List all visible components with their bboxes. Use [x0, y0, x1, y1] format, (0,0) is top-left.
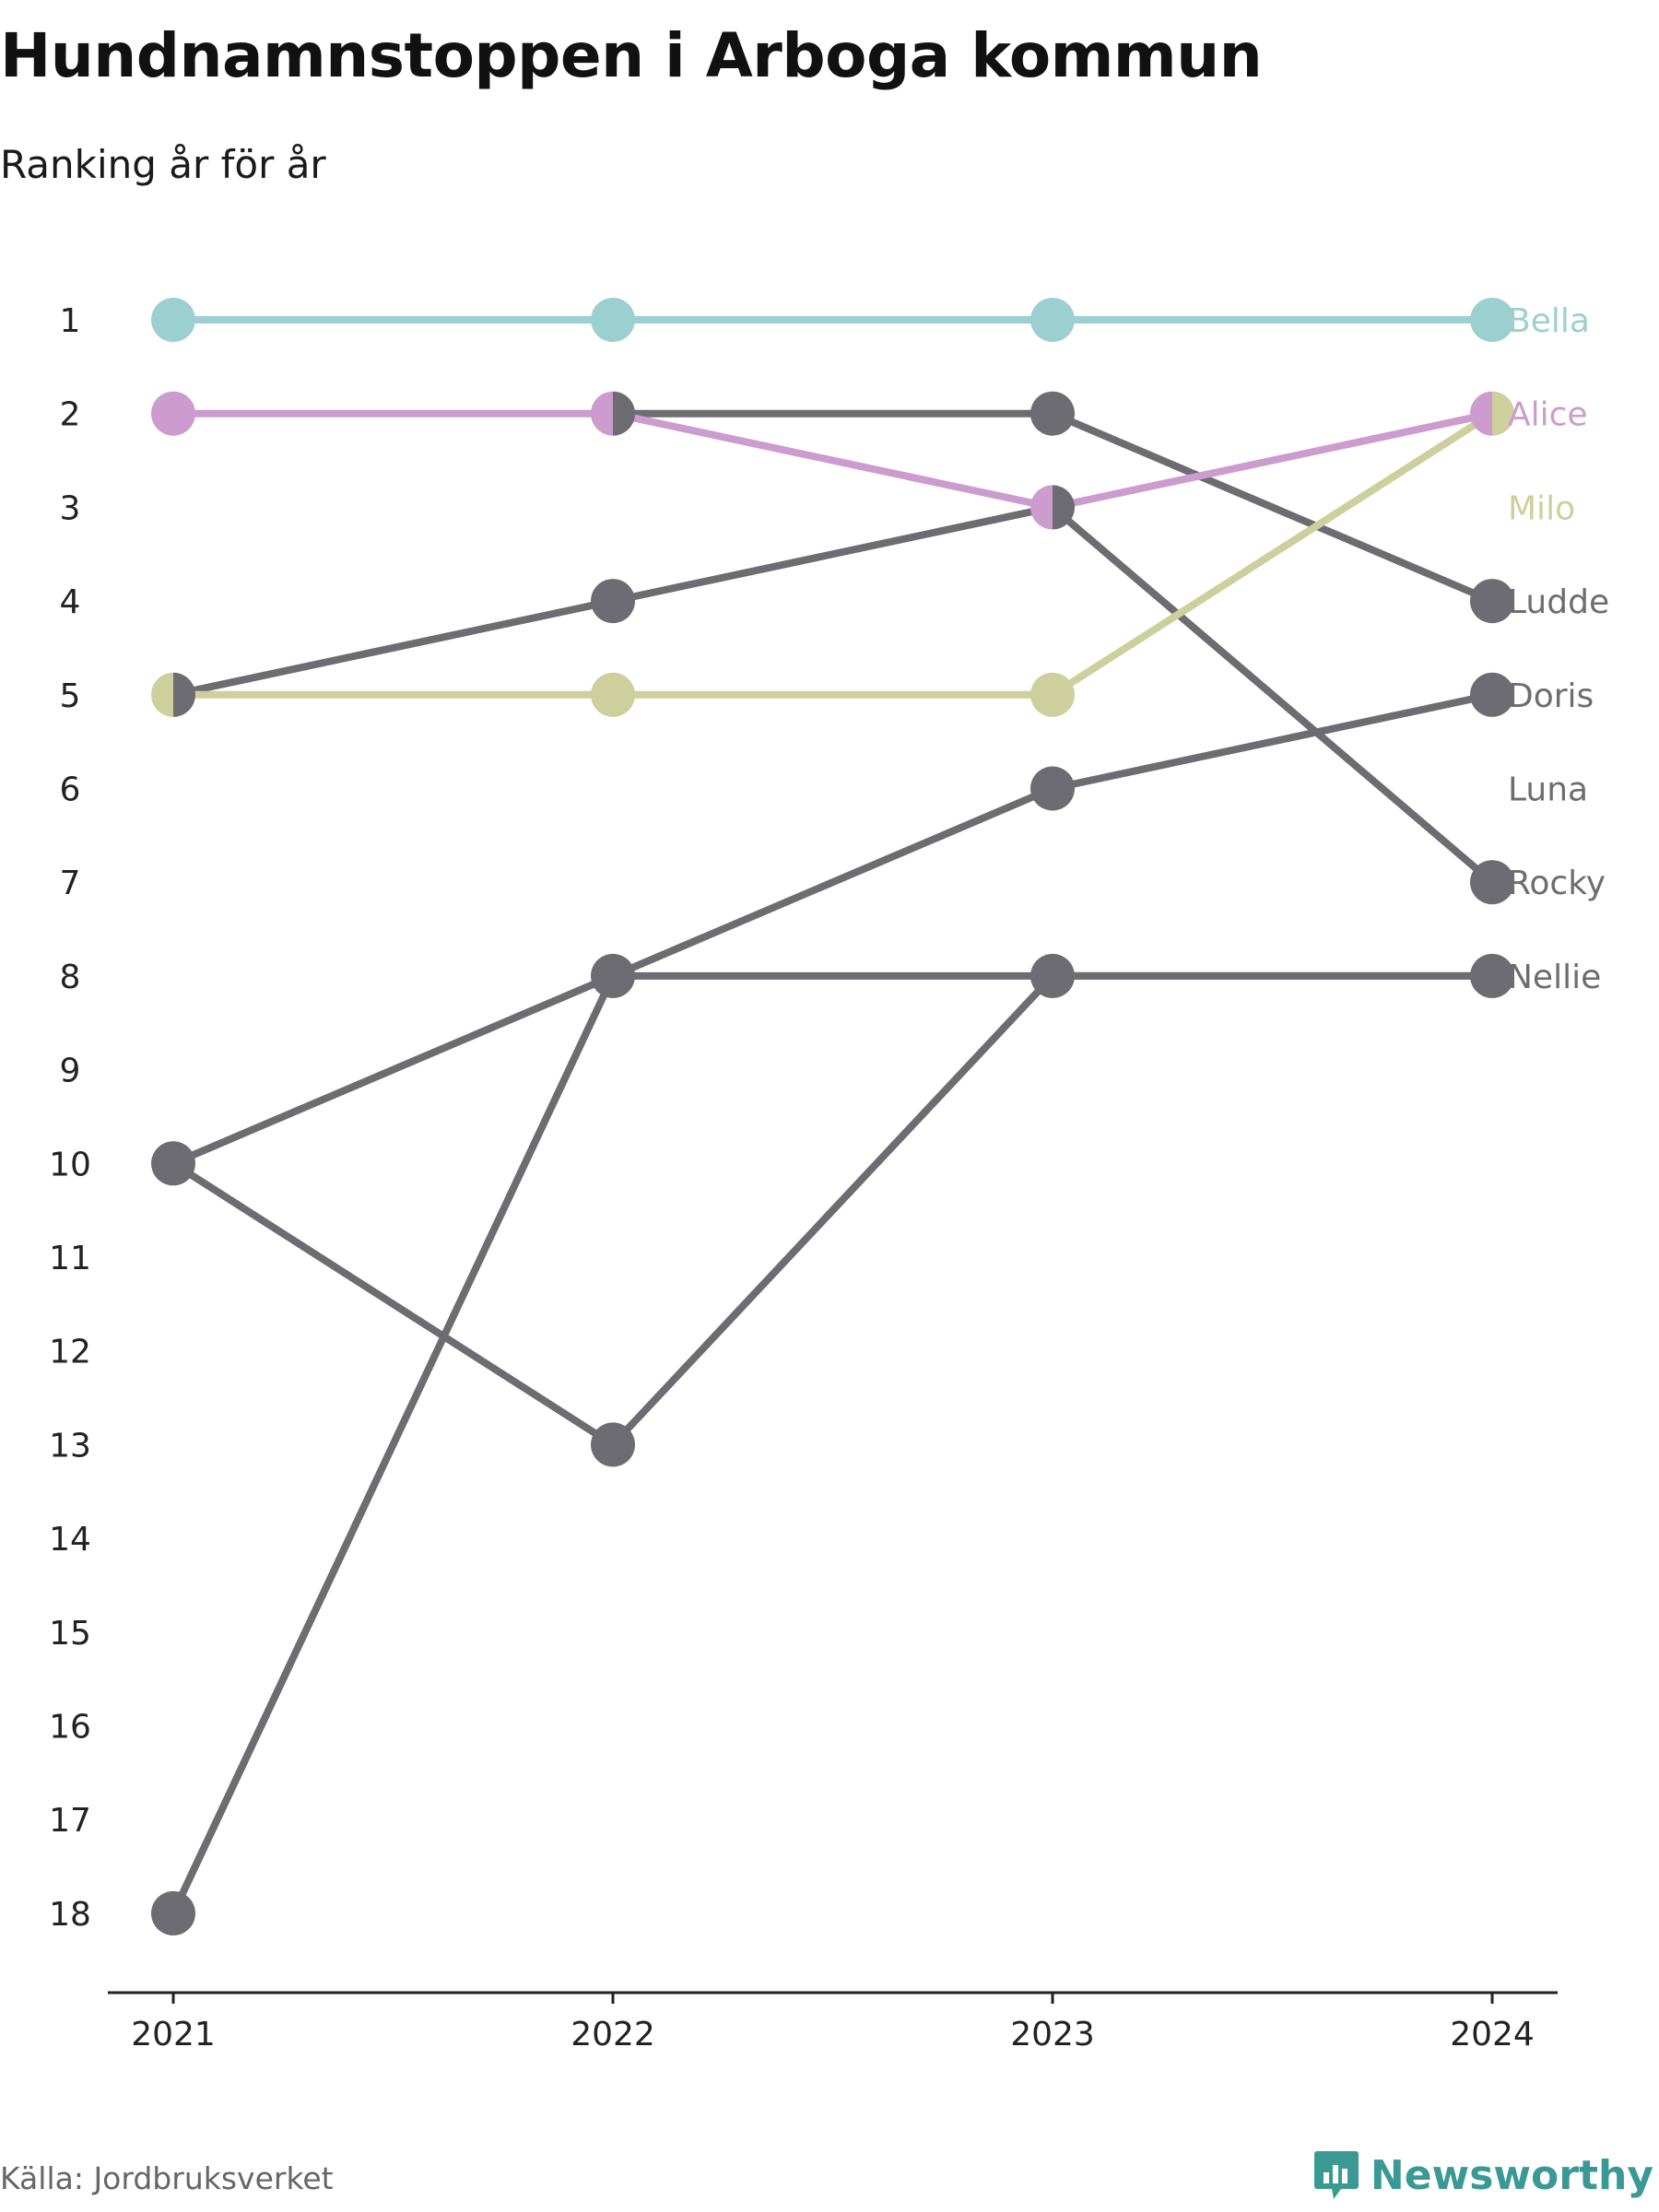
data-point-luna	[1030, 953, 1053, 998]
data-point-milo	[1492, 391, 1514, 436]
y-tick-label: 9	[60, 1053, 81, 1090]
end-label-alice: Alice	[1508, 396, 1588, 434]
series-points	[151, 298, 1514, 1936]
data-point-nellie	[151, 1890, 195, 1936]
y-tick-label: 6	[60, 771, 81, 809]
y-tick-label: 8	[60, 959, 81, 996]
x-tick-label: 2021	[131, 2016, 216, 2053]
data-point-alice	[1030, 485, 1053, 530]
end-label-bella: Bella	[1508, 302, 1590, 340]
y-tick-label: 3	[60, 489, 81, 527]
y-tick-label: 10	[49, 1146, 91, 1183]
data-point-ludde	[1470, 579, 1514, 624]
data-point-luna	[591, 1422, 635, 1467]
x-tick-label: 2022	[571, 2016, 655, 2053]
y-tick-label: 18	[49, 1896, 91, 1934]
x-tick-label: 2024	[1450, 2016, 1535, 2053]
y-tick-label: 4	[60, 583, 81, 621]
series-end-labels: Bella Alice Milo Ludde Doris Luna Rocky Nellie	[1508, 302, 1609, 996]
x-tick-label: 2023	[1010, 2016, 1095, 2053]
data-point-bella	[151, 298, 195, 342]
data-point-bella	[591, 298, 635, 342]
y-tick-label: 1	[60, 302, 81, 340]
data-point-alice	[151, 391, 195, 436]
data-point-doris	[1470, 672, 1514, 717]
data-point-rocky	[1470, 860, 1514, 905]
y-tick-label: 13	[49, 1427, 91, 1465]
data-point-nellie	[613, 953, 635, 998]
end-label-ludde: Ludde	[1508, 583, 1609, 621]
data-point-rocky	[173, 672, 196, 717]
data-point-doris	[1030, 766, 1075, 811]
series-line-doris	[170, 690, 1496, 1168]
series-line-milo	[170, 409, 1496, 699]
bar-chart-speech-bubble-icon	[1313, 2151, 1359, 2199]
end-label-milo: Milo	[1508, 489, 1575, 527]
data-point-rocky	[591, 579, 635, 624]
data-point-bella	[1030, 298, 1075, 342]
data-point-doris	[151, 1141, 173, 1186]
end-label-nellie: Nellie	[1508, 959, 1601, 996]
y-tick-label: 17	[49, 1802, 91, 1840]
y-tick-label: 2	[60, 396, 81, 434]
y-tick-label: 16	[49, 1709, 91, 1747]
y-tick-label: 12	[49, 1334, 91, 1371]
series-line-rocky	[170, 503, 1496, 887]
data-point-milo	[591, 672, 635, 717]
series-lines	[170, 316, 1496, 1917]
y-tick-label: 5	[60, 677, 81, 715]
data-point-nellie	[1492, 953, 1514, 998]
data-point-ludde	[613, 391, 635, 436]
data-point-luna	[1470, 953, 1492, 998]
y-tick-label: 11	[49, 1240, 91, 1277]
end-label-rocky: Rocky	[1508, 865, 1606, 902]
series-line-alice	[170, 409, 1496, 512]
data-point-doris	[591, 953, 613, 998]
chart-subtitle: Ranking år för år	[0, 142, 326, 187]
brand-name: Newsworthy	[1370, 2151, 1653, 2199]
y-tick-label: 15	[49, 1615, 91, 1653]
data-point-milo	[151, 672, 173, 717]
chart-title: Hundnamnstoppen i Arboga kommun	[0, 20, 1263, 91]
brand-logo[interactable]: Newsworthy	[1313, 2149, 1653, 2201]
data-point-alice	[591, 391, 613, 436]
data-point-luna	[173, 1141, 196, 1186]
data-point-rocky	[1053, 485, 1075, 530]
data-point-bella	[1470, 298, 1514, 342]
x-axis: 2021 2022 2023 2024	[108, 1991, 1558, 2053]
end-label-luna: Luna	[1508, 771, 1588, 809]
data-point-milo	[1030, 672, 1075, 717]
end-label-doris: Doris	[1508, 677, 1594, 715]
data-point-alice	[1470, 391, 1492, 436]
y-tick-label: 14	[49, 1521, 91, 1559]
data-point-nellie	[1053, 953, 1075, 998]
series-line-luna	[170, 971, 1496, 1449]
source-note: Källa: Jordbruksverket	[0, 2160, 334, 2196]
y-tick-label: 7	[60, 865, 81, 902]
series-line-nellie	[170, 971, 1496, 1917]
data-point-ludde	[1030, 391, 1075, 436]
